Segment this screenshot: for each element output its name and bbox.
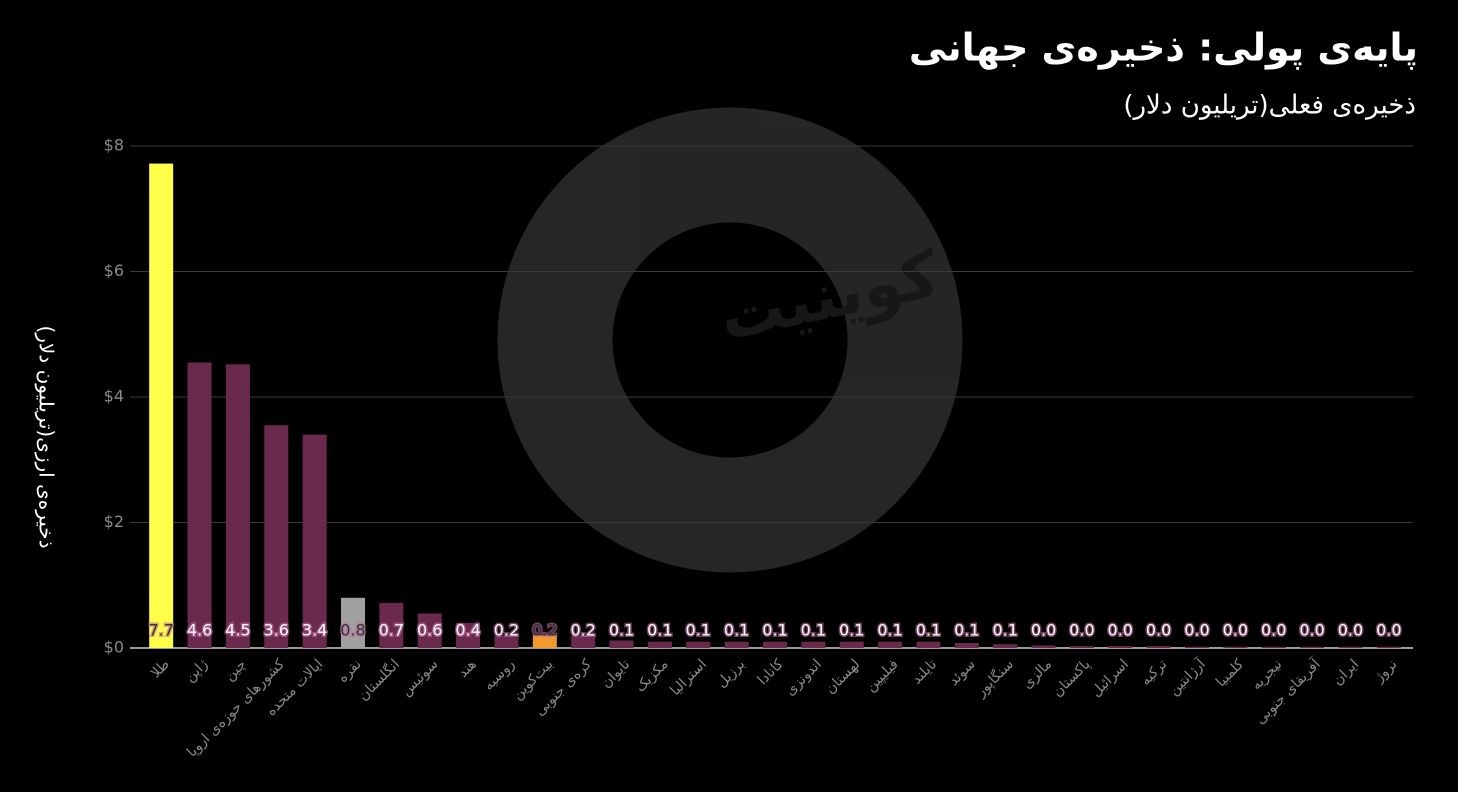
data-label: 0.0 (1338, 621, 1363, 640)
data-label: 3.6 (264, 621, 289, 640)
data-label: 0.0 (1031, 621, 1056, 640)
data-label: 0.0 (1108, 621, 1133, 640)
bar (724, 641, 749, 648)
data-label: 0.1 (724, 621, 749, 640)
y-tick-label: $8 (104, 136, 124, 155)
bar (801, 641, 826, 648)
bar (532, 635, 557, 648)
bar (609, 640, 634, 648)
watermark-logo: کوینیت (497, 107, 963, 573)
bar (1031, 645, 1056, 648)
bar (916, 641, 941, 648)
data-label: 0.1 (954, 621, 979, 640)
bar (1223, 646, 1248, 648)
data-label: 0.0 (1261, 621, 1286, 640)
data-label: 0.1 (839, 621, 864, 640)
bar (187, 362, 212, 648)
y-tick-label: $4 (104, 387, 124, 406)
bar (379, 602, 404, 648)
bar (647, 641, 672, 648)
bar (1069, 646, 1094, 648)
data-label: 0.4 (455, 621, 480, 640)
data-label: 0.1 (992, 621, 1017, 640)
data-label: 0.2 (494, 621, 519, 640)
bar (839, 641, 864, 648)
bar (494, 635, 519, 648)
data-label: 7.7 (148, 621, 173, 640)
data-label: 0.2 (532, 621, 557, 640)
bar (763, 641, 787, 648)
data-label: 0.0 (1184, 621, 1209, 640)
watermark-tick (645, 118, 678, 177)
data-label: 3.4 (302, 621, 327, 640)
y-tick-label: $2 (104, 512, 124, 531)
data-label: 0.2 (570, 621, 595, 640)
bar (1185, 646, 1209, 648)
bar (1300, 646, 1325, 648)
bar (264, 425, 289, 648)
data-label: 4.6 (187, 621, 212, 640)
data-label: 0.0 (1376, 621, 1401, 640)
bar (341, 597, 365, 648)
bar (954, 642, 979, 648)
data-label: 0.1 (609, 621, 634, 640)
data-label: 0.0 (1223, 621, 1248, 640)
y-axis-label: ذخیره‌ی ارزی(تریلیون دلار) (35, 325, 59, 548)
bar (878, 641, 903, 648)
data-label: 0.1 (877, 621, 902, 640)
watermark-ring (497, 107, 963, 573)
y-tick-label: $0 (104, 638, 124, 657)
chart-subtitle: ذخیره‌ی فعلی(تریلیون دلار) (1123, 91, 1416, 121)
data-label: 0.1 (647, 621, 672, 640)
data-label: 0.6 (417, 621, 442, 640)
bar (149, 163, 174, 648)
bar (1146, 646, 1171, 648)
bar (417, 613, 442, 648)
bar (993, 644, 1018, 648)
data-label: 0.1 (686, 621, 711, 640)
bar (1338, 646, 1363, 648)
data-label: 0.0 (1146, 621, 1171, 640)
data-label: 0.0 (1069, 621, 1094, 640)
bar (302, 434, 327, 648)
bar (225, 364, 250, 648)
data-label: 0.0 (1299, 621, 1324, 640)
chart-title: پایه‌ی پولی: ذخیره‌ی جهانی (909, 26, 1418, 70)
y-tick-label: $6 (104, 261, 124, 280)
data-label: 0.1 (762, 621, 787, 640)
data-label: 4.5 (225, 621, 250, 640)
data-label: 0.1 (916, 621, 941, 640)
bar (1261, 646, 1286, 648)
bar (686, 641, 711, 648)
data-label: 0.8 (340, 621, 365, 640)
bar (1108, 646, 1133, 648)
bar (456, 622, 481, 648)
bar (1376, 646, 1401, 648)
data-label: 0.7 (379, 621, 404, 640)
bar (571, 635, 596, 648)
data-label: 0.1 (801, 621, 826, 640)
